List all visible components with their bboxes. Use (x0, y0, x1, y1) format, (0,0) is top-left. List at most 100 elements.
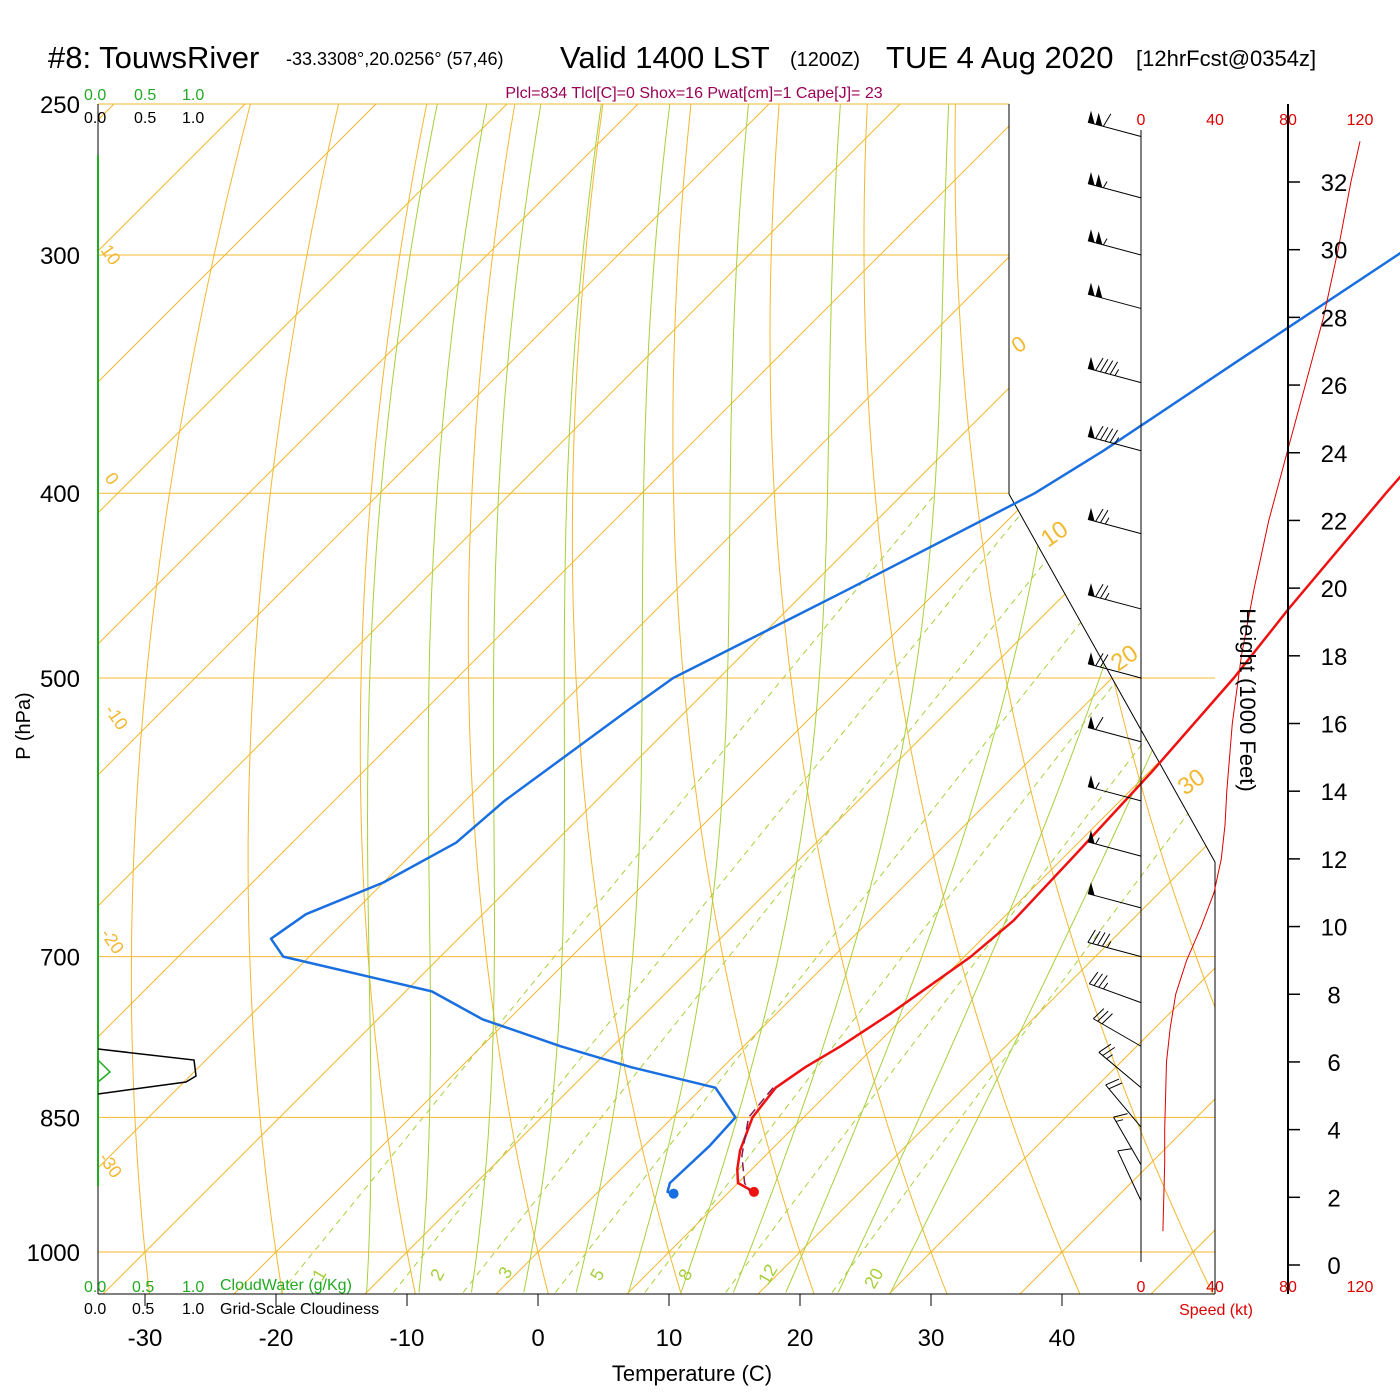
pressure-axis: 250 300 400 500 700 850 1000 (27, 92, 80, 1267)
isotherm-line (342, 104, 1215, 1294)
wind-barb-flag (1108, 1082, 1123, 1090)
height-tick-label: 0 (1327, 1253, 1340, 1280)
cloudwater-tick: 0.0 (84, 87, 106, 104)
isotherm-line (98, 104, 804, 1294)
cloudiness-tick: 0.5 (132, 1301, 154, 1318)
plot-frame (1008, 104, 1216, 1294)
pressure-tick-label: 500 (40, 666, 80, 693)
dry-adiabat-line (1129, 104, 1215, 1294)
cloudwater-profile (97, 1059, 112, 1083)
y-axis-label: P (hPa) (13, 692, 35, 759)
dry-adiabat-line (130, 104, 260, 1294)
wind-barb-flag (1098, 1043, 1112, 1053)
dry-adiabat-lines (130, 70, 1400, 1316)
speed-tick: 120 (1347, 1279, 1374, 1296)
speed-profile-line (1162, 141, 1361, 1232)
mixing-ratio-line (280, 492, 937, 1293)
cloudiness-tick: 0.5 (134, 110, 156, 127)
station-coords: -33.3308°,20.0256° (57,46) (286, 49, 504, 69)
height-tick-label: 18 (1321, 644, 1348, 671)
cloudwater-tick: 0.0 (84, 1279, 106, 1296)
wind-barb-flag (1093, 973, 1103, 986)
wind-barb-pennant (1087, 507, 1095, 522)
mixing-ratio-line (393, 492, 1039, 1293)
wind-barb (1087, 929, 1142, 958)
x-axis-label: Temperature (C) (612, 1361, 772, 1386)
wind-barb (1098, 1043, 1142, 1089)
mixing-ratio-line (725, 492, 1215, 1293)
wind-barb-half (1102, 238, 1108, 246)
wind-barb-staff (1098, 1051, 1142, 1089)
dry-adiabat-line (769, 104, 957, 1294)
moist-adiabat-line (680, 104, 844, 1293)
wind-barb-staff (1087, 518, 1142, 535)
isotherm-line (98, 104, 673, 1294)
wind-barb-pennant (1087, 172, 1095, 186)
mixing-ratio-line (644, 492, 1215, 1293)
pressure-tick-label: 400 (40, 481, 80, 508)
forecast-label: [12hrFcst@0354z] (1136, 46, 1316, 71)
height-tick-label: 32 (1321, 170, 1348, 197)
wind-barb-flag (1095, 357, 1104, 371)
isotherm-line (98, 104, 1066, 1294)
height-tick-label: 28 (1321, 305, 1348, 332)
isotherm-label: 30 (1173, 763, 1210, 800)
temperature-tick-label: -20 (259, 1325, 294, 1352)
wind-barb-staff (1087, 594, 1142, 610)
wind-barb-flag (1109, 429, 1119, 443)
height-tick-label: 16 (1321, 712, 1348, 739)
wind-barb-flag (1097, 1010, 1109, 1022)
moist-adiabat-line (418, 104, 494, 1293)
dry-adiabat-line (1305, 70, 1400, 1316)
wind-barb-flag (1100, 359, 1109, 373)
wind-barb (1087, 775, 1142, 802)
wind-barb-staff (1087, 436, 1142, 452)
wind-barb-flag (1095, 508, 1104, 522)
wind-barb-flag (1100, 585, 1109, 599)
dry-adiabat-line (359, 104, 434, 1294)
valid-date: TUE 4 Aug 2020 (886, 40, 1114, 75)
wind-barb-staff (1087, 727, 1142, 743)
height-tick-label: 14 (1321, 779, 1348, 806)
speed-tick: 0 (1137, 1279, 1146, 1296)
wind-barb-pennant (1095, 231, 1103, 245)
wind-barb-pennant (1087, 356, 1095, 371)
wind-barb (1105, 1078, 1142, 1128)
wind-barb (1087, 110, 1142, 137)
dry-adiabat-line (571, 104, 689, 1294)
isotherm-line (98, 104, 542, 1294)
cloudiness-scale-top: 0.0 0.5 1.0 (84, 110, 204, 127)
wind-barb-flag (1105, 1078, 1120, 1086)
cloudwater-title: CloudWater (g/Kg) (220, 1277, 352, 1294)
wind-barb-flag (1095, 584, 1104, 598)
mixing-label: 12 (754, 1261, 781, 1288)
dry-adiabat-line (247, 104, 347, 1294)
dry-adiabat-line (954, 104, 1215, 1294)
pressure-tick-label: 300 (40, 243, 80, 270)
cloudiness-tick: 1.0 (182, 110, 204, 127)
wind-barb-flag (1088, 971, 1099, 985)
mixing-label: 2 (426, 1265, 448, 1284)
isotherm-label: 10 (1036, 515, 1073, 552)
sounding-traces (269, 251, 1400, 1199)
isotherm-line (98, 104, 411, 1294)
wind-barb-staff (1087, 893, 1142, 909)
wind-barb-pennant (1087, 882, 1095, 896)
wind-barb-flag (1101, 933, 1111, 947)
moist-adiabat-lines (366, 104, 1215, 1293)
dry-adiabat-line (467, 104, 555, 1294)
wind-barb-flag (1117, 1148, 1133, 1152)
wind-barb (1087, 229, 1142, 256)
wind-barb-pennant (1095, 112, 1103, 127)
height-tick-label: 26 (1321, 373, 1348, 400)
isotherm-label: -20 (97, 925, 128, 958)
isotherm-label: -30 (95, 1149, 126, 1182)
cloudwater-tick: 1.0 (182, 87, 204, 104)
wind-barb-pennant (1095, 284, 1103, 299)
cloudwater-scale-bottom: 0.0 0.5 1.0 CloudWater (g/Kg) (84, 1277, 352, 1296)
speed-tick: 40 (1206, 112, 1224, 129)
isotherm-labels: 10 0 -10 -20 -30 0 10 20 30 (95, 241, 1211, 1182)
wind-barb (1087, 715, 1142, 743)
cloudwater-scale-top: 0.0 0.5 1.0 (84, 87, 204, 104)
